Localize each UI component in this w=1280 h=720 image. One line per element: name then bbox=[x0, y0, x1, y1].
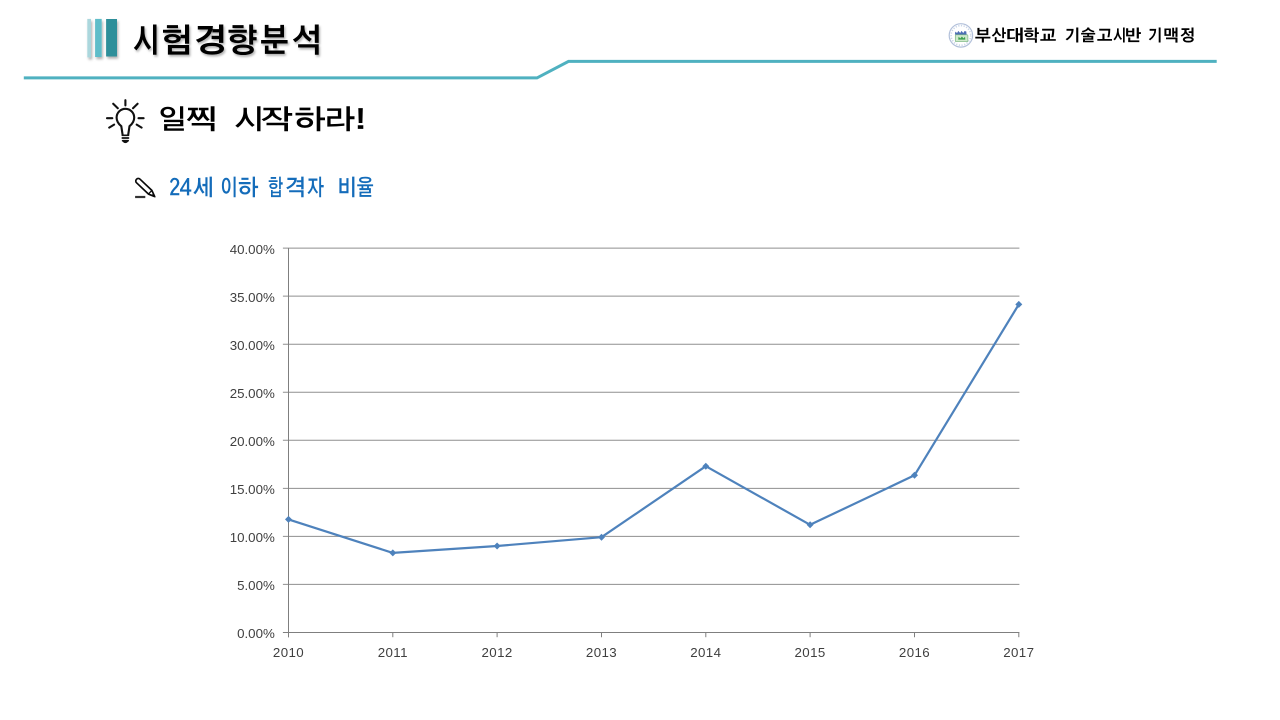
svg-text:25.00%: 25.00% bbox=[230, 386, 275, 401]
svg-text:2010: 2010 bbox=[273, 645, 304, 660]
svg-text:20.00%: 20.00% bbox=[230, 434, 275, 449]
svg-text:2011: 2011 bbox=[378, 645, 408, 660]
svg-text:2017: 2017 bbox=[1003, 645, 1034, 660]
svg-text:5.00%: 5.00% bbox=[237, 578, 275, 593]
svg-text:2015: 2015 bbox=[795, 645, 826, 660]
svg-text:0.00%: 0.00% bbox=[237, 626, 275, 641]
svg-text:35.00%: 35.00% bbox=[230, 290, 275, 305]
svg-text:10.00%: 10.00% bbox=[230, 530, 275, 545]
svg-text:30.00%: 30.00% bbox=[230, 338, 275, 353]
svg-text:2014: 2014 bbox=[690, 645, 721, 660]
svg-text:2016: 2016 bbox=[899, 645, 930, 660]
svg-text:2012: 2012 bbox=[482, 645, 513, 660]
svg-text:2013: 2013 bbox=[586, 645, 617, 660]
svg-text:15.00%: 15.00% bbox=[230, 482, 275, 497]
svg-text:40.00%: 40.00% bbox=[230, 242, 275, 257]
